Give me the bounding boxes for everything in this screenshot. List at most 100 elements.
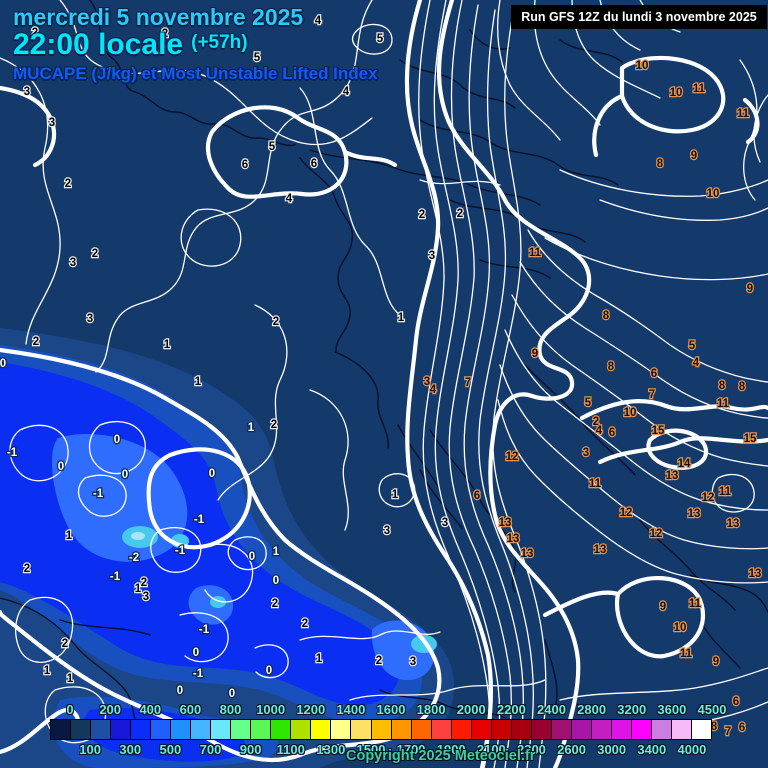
map-value-label: 3 (583, 447, 589, 459)
colorbar-cell (390, 719, 412, 740)
map-value-label: 0 (266, 665, 272, 677)
map-value-label: 7 (649, 389, 655, 401)
map-value-label: 14 (678, 458, 691, 470)
map-value-label: 2 (32, 27, 38, 39)
colorbar-cell (270, 719, 292, 740)
map-value-label: 13 (666, 470, 679, 482)
map-value-label: 1 (67, 673, 74, 685)
map-value-label: 1 (44, 665, 51, 677)
colorbar-cell (590, 719, 612, 740)
map-value-label: 11 (719, 486, 732, 498)
colorbar-tick-label: 2000 (456, 702, 486, 717)
colorbar-cell (530, 719, 552, 740)
colorbar-tick-label: 2800 (577, 702, 607, 717)
colorbar-tick-label: 2100 (476, 742, 506, 757)
map-value-label: 6 (739, 722, 745, 734)
colorbar-tick-label: 1500 (356, 742, 386, 757)
map-value-label: 1 (195, 376, 202, 388)
map-value-label: 4 (315, 15, 322, 27)
map-value-label: 11 (689, 598, 702, 610)
colorbar-tick-label: 2600 (557, 742, 587, 757)
map-value-label: 2 (302, 618, 308, 630)
colorbar-tick-label: 700 (199, 742, 222, 757)
map-value-label: 7 (725, 726, 731, 738)
map-value-label: 13 (594, 544, 607, 556)
cape-colorbar (50, 719, 713, 740)
colorbar-cell (170, 719, 192, 740)
map-value-label: 3 (87, 313, 93, 325)
map-value-label: 3 (429, 250, 435, 262)
colorbar-cell (410, 719, 432, 740)
map-value-label: 9 (747, 283, 753, 295)
colorbar-tick-label: 1300 (316, 742, 346, 757)
map-value-label: 2 (272, 598, 278, 610)
map-value-label: 11 (717, 398, 730, 410)
map-value-label: 1 (392, 489, 399, 501)
map-value-label: 12 (620, 507, 633, 519)
colorbar-cell (50, 719, 72, 740)
colorbar-cell (350, 719, 372, 740)
colorbar-cell (90, 719, 112, 740)
coastline-layer (0, 0, 768, 736)
colorbar-tick-label: 2300 (516, 742, 546, 757)
colorbar-cell (510, 719, 532, 740)
map-value-label: 8 (603, 310, 610, 322)
colorbar-tick-label: 100 (79, 742, 101, 757)
map-value-label: 5 (254, 52, 261, 64)
map-value-label: 13 (507, 533, 520, 545)
map-value-label: 10 (707, 188, 720, 200)
map-value-label: 2 (33, 336, 39, 348)
map-value-label: 11 (589, 478, 602, 490)
map-value-label: 10 (624, 407, 637, 419)
map-value-label: 2 (65, 178, 71, 190)
map-value-label: 6 (311, 158, 317, 170)
map-value-label: 2 (593, 416, 599, 428)
colorbar-tick-label: 1200 (296, 702, 326, 717)
map-value-label: 5 (689, 340, 696, 352)
colorbar-tick-label: 600 (179, 702, 202, 717)
map-value-label: 2 (141, 577, 147, 589)
map-value-label: 10 (636, 60, 649, 72)
map-value-label: 2 (162, 28, 168, 40)
map-value-label: 5 (377, 33, 384, 45)
colorbar-cell (70, 719, 92, 740)
colorbar-tick-label: 200 (99, 702, 122, 717)
colorbar-cell (150, 719, 172, 740)
colorbar-tick-label: 1400 (336, 702, 366, 717)
map-value-label: 6 (242, 159, 248, 171)
colorbar-tick-label: 1100 (276, 742, 305, 757)
map-value-label: 11 (737, 108, 750, 120)
colorbar-tick-label: 300 (119, 742, 142, 757)
product-title: MUCAPE (J/kg) et Most Unstable Lifted In… (13, 64, 378, 83)
map-value-label: 13 (499, 517, 512, 529)
map-value-label: 13 (521, 548, 534, 560)
map-value-label: 3 (24, 86, 30, 98)
map-value-label: 12 (650, 528, 663, 540)
colorbar-tick-label: 500 (159, 742, 182, 757)
colorbar-tick-label: 900 (239, 742, 262, 757)
map-value-label: 9 (713, 656, 719, 668)
colorbar-tick-label: 1600 (376, 702, 406, 717)
map-value-label: 6 (733, 696, 739, 708)
colorbar-cell (630, 719, 652, 740)
colorbar-cell (290, 719, 312, 740)
map-value-label: 3 (70, 257, 76, 269)
map-value-label: 8 (608, 361, 615, 373)
map-value-label: 1 (66, 530, 73, 542)
map-value-label: 6 (651, 368, 657, 380)
map-value-label: 0 (209, 468, 215, 480)
colorbar-tick-label: 3000 (597, 742, 627, 757)
colorbar-cell (310, 719, 332, 740)
map-value-label: 15 (744, 433, 757, 445)
colorbar-cell (190, 719, 212, 740)
colorbar-tick-label: 4500 (697, 702, 727, 717)
map-value-label: 2 (62, 638, 68, 650)
map-value-label: 1 (164, 339, 171, 351)
colorbar-cell (450, 719, 472, 740)
map-value-label: 11 (529, 247, 542, 259)
map-value-label: 3 (49, 117, 55, 129)
map-value-label: 3 (442, 517, 448, 529)
map-value-label: -1 (193, 668, 204, 680)
map-value-label: 3 (424, 376, 430, 388)
colorbar-cell (670, 719, 692, 740)
